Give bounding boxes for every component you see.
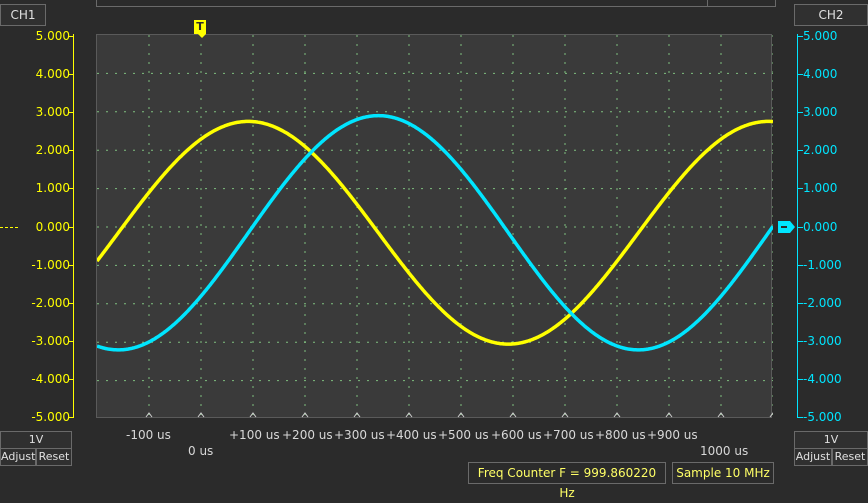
time-tick-mark <box>197 412 205 418</box>
top-toolbar <box>96 0 776 7</box>
ch1-tick-mark <box>68 74 74 76</box>
ch1-tick-label: -2.000 <box>31 295 70 310</box>
ch2-tick-mark <box>797 150 803 152</box>
time-tick-label: +300 us <box>334 428 385 442</box>
ch2-tick-mark <box>797 264 803 266</box>
time-tick-label: +400 us <box>386 428 437 442</box>
ch2-tick-mark <box>797 188 803 190</box>
ch1-tick-mark <box>68 112 74 114</box>
time-tick-label: -100 us <box>126 428 171 442</box>
time-tick-mark <box>665 412 673 418</box>
scope-svg <box>95 35 777 419</box>
time-tick-label: +200 us <box>282 428 333 442</box>
time-tick-label: +100 us <box>229 428 280 442</box>
ch1-axis-line <box>73 34 74 418</box>
ch2-offset-arrow-icon <box>790 221 795 233</box>
ch2-volts-div[interactable]: 1V <box>794 431 868 449</box>
ch1-tick-mark <box>68 226 74 228</box>
ch1-tick-mark <box>68 264 74 266</box>
ch2-tick-mark <box>797 417 803 418</box>
toolbar-divider <box>707 0 708 6</box>
ch1-tick-label: -4.000 <box>31 371 70 386</box>
trigger-marker[interactable]: T <box>194 20 206 34</box>
time-tick-mark <box>509 412 517 418</box>
time-end-label: 1000 us <box>700 444 749 458</box>
ch1-tick-label: 0.000 <box>35 219 70 234</box>
ch2-header[interactable]: CH2 <box>794 4 868 26</box>
ch2-reset-button[interactable]: Reset <box>832 448 868 466</box>
ch2-adjust-button[interactable]: Adjust <box>794 448 832 466</box>
ch1-ground-marker <box>0 227 8 229</box>
ch1-tick-label: 2.000 <box>35 143 70 158</box>
ch1-tick-mark <box>68 340 74 342</box>
ch2-tick-label: -3.000 <box>803 333 842 348</box>
time-tick-mark <box>457 412 465 418</box>
ch1-tick-label: 5.000 <box>35 29 70 43</box>
ch1-tick-mark <box>68 36 74 37</box>
time-tick-label: +600 us <box>491 428 542 442</box>
waveform-ch2 <box>96 113 775 352</box>
time-tick-mark <box>301 412 309 418</box>
waveform-ch1 <box>95 119 774 346</box>
ch1-tick-label: 3.000 <box>35 105 70 120</box>
ch2-tick-label: -2.000 <box>803 295 842 310</box>
time-tick-label: +700 us <box>543 428 594 442</box>
ch1-header[interactable]: CH1 <box>0 4 46 26</box>
time-tick-mark <box>353 412 361 418</box>
ch2-axis-line <box>797 34 798 418</box>
ch2-tick-label: -4.000 <box>803 371 842 386</box>
sample-rate[interactable]: Sample 10 MHz <box>672 462 774 484</box>
ch2-tick-label: -1.000 <box>803 257 842 272</box>
ch2-tick-mark <box>797 340 803 342</box>
ch1-tick-label: 1.000 <box>35 181 70 196</box>
ch1-reset-button[interactable]: Reset <box>36 448 72 466</box>
ch1-tick-label: -1.000 <box>31 257 70 272</box>
ch2-tick-label: 4.000 <box>803 67 838 82</box>
time-tick-mark <box>145 412 153 418</box>
ch1-volts-div[interactable]: 1V <box>0 431 72 449</box>
ch2-tick-mark <box>797 112 803 114</box>
ch2-tick-mark <box>797 378 803 380</box>
ch1-tick-mark <box>68 150 74 152</box>
ch1-adjust-button[interactable]: Adjust <box>0 448 36 466</box>
ch2-tick-mark <box>797 74 803 76</box>
time-tick-mark <box>561 412 569 418</box>
time-tick-label: +800 us <box>595 428 646 442</box>
time-zero-label: 0 us <box>188 444 214 458</box>
ch2-tick-label: 0.000 <box>803 219 838 234</box>
ch1-tick-mark <box>68 188 74 190</box>
ch2-tick-label: 1.000 <box>803 181 838 196</box>
ch2-tick-mark <box>797 226 803 228</box>
time-tick-label: +900 us <box>647 428 698 442</box>
ch1-tick-mark <box>68 302 74 304</box>
ch1-tick-label: 4.000 <box>35 67 70 82</box>
ch1-tick-mark <box>68 378 74 380</box>
ch2-offset-marker-line <box>781 226 787 228</box>
ch1-tick-mark <box>68 417 74 418</box>
ch2-tick-label: 5.000 <box>803 29 838 43</box>
ch1-tick-label: -3.000 <box>31 333 70 348</box>
time-tick-mark <box>249 412 257 418</box>
ch2-tick-label: -5.000 <box>803 410 842 424</box>
ch1-ground-marker-2 <box>10 227 18 229</box>
scope-display[interactable] <box>95 34 777 419</box>
ch1-tick-label: -5.000 <box>31 410 70 424</box>
time-tick-mark <box>613 412 621 418</box>
ch2-tick-mark <box>797 36 803 37</box>
time-tick-label: +500 us <box>438 428 489 442</box>
ch2-tick-mark <box>797 302 803 304</box>
time-tick-mark <box>405 412 413 418</box>
trigger-arrow-icon <box>198 34 206 38</box>
ch2-tick-label: 3.000 <box>803 105 838 120</box>
freq-counter[interactable]: Freq Counter F = 999.860220 Hz <box>468 462 666 500</box>
ch2-tick-label: 2.000 <box>803 143 838 158</box>
time-tick-mark <box>717 412 725 418</box>
